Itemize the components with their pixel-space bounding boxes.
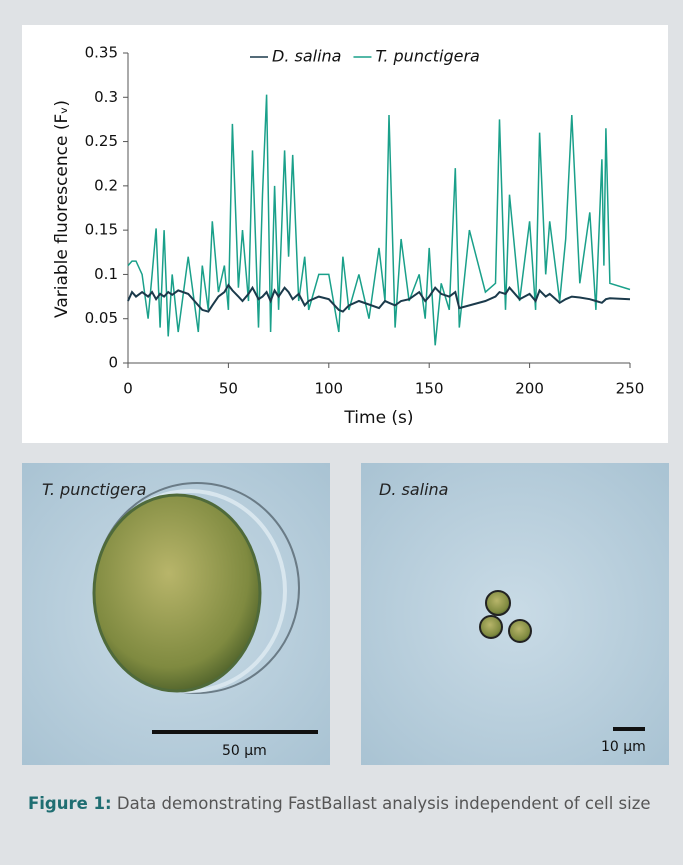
series-line	[127, 94, 631, 346]
x-tick-label: 50	[219, 380, 238, 398]
photo: T. punctigera 50 μm	[22, 463, 330, 765]
photo-label: T. punctigera	[42, 480, 146, 499]
y-tick-label: 0.35	[85, 44, 118, 62]
y-tick-label: 0.3	[94, 88, 118, 106]
scale-bar-label: 10 μm	[601, 739, 646, 755]
photo-label: D. salina	[379, 480, 448, 499]
caption-label: Figure 1:	[28, 794, 112, 813]
legend-label: D. salina	[272, 47, 341, 66]
scale-bar-label: 50 μm	[222, 743, 267, 759]
caption-text: Data demonstrating FastBallast analysis …	[116, 794, 651, 813]
x-tick-label: 150	[415, 380, 444, 398]
x-tick-label: 0	[123, 380, 133, 398]
caption: Figure 1: Data demonstrating FastBallast…	[28, 790, 683, 818]
y-tick-label: 0	[108, 354, 118, 372]
y-tick-label: 0.2	[94, 176, 118, 194]
x-tick-label: 250	[616, 380, 645, 398]
chart: Variable fluorescence (Fᵥ) Time (s) 0 0.0…	[22, 25, 668, 443]
y-tick-label: 0.05	[85, 309, 118, 327]
photo: D. salina 10 μm	[361, 463, 669, 765]
x-axis-label: Time (s)	[343, 408, 413, 428]
y-axis-label: Variable fluorescence (Fᵥ)	[52, 100, 72, 318]
y-tick-label: 0.15	[85, 221, 118, 239]
y-tick-label: 0.1	[94, 265, 118, 283]
x-tick-label: 100	[314, 380, 343, 398]
legend-label: T. punctigera	[375, 47, 479, 66]
x-tick-label: 200	[515, 380, 544, 398]
y-tick-label: 0.25	[85, 132, 118, 150]
series-line	[127, 283, 631, 313]
